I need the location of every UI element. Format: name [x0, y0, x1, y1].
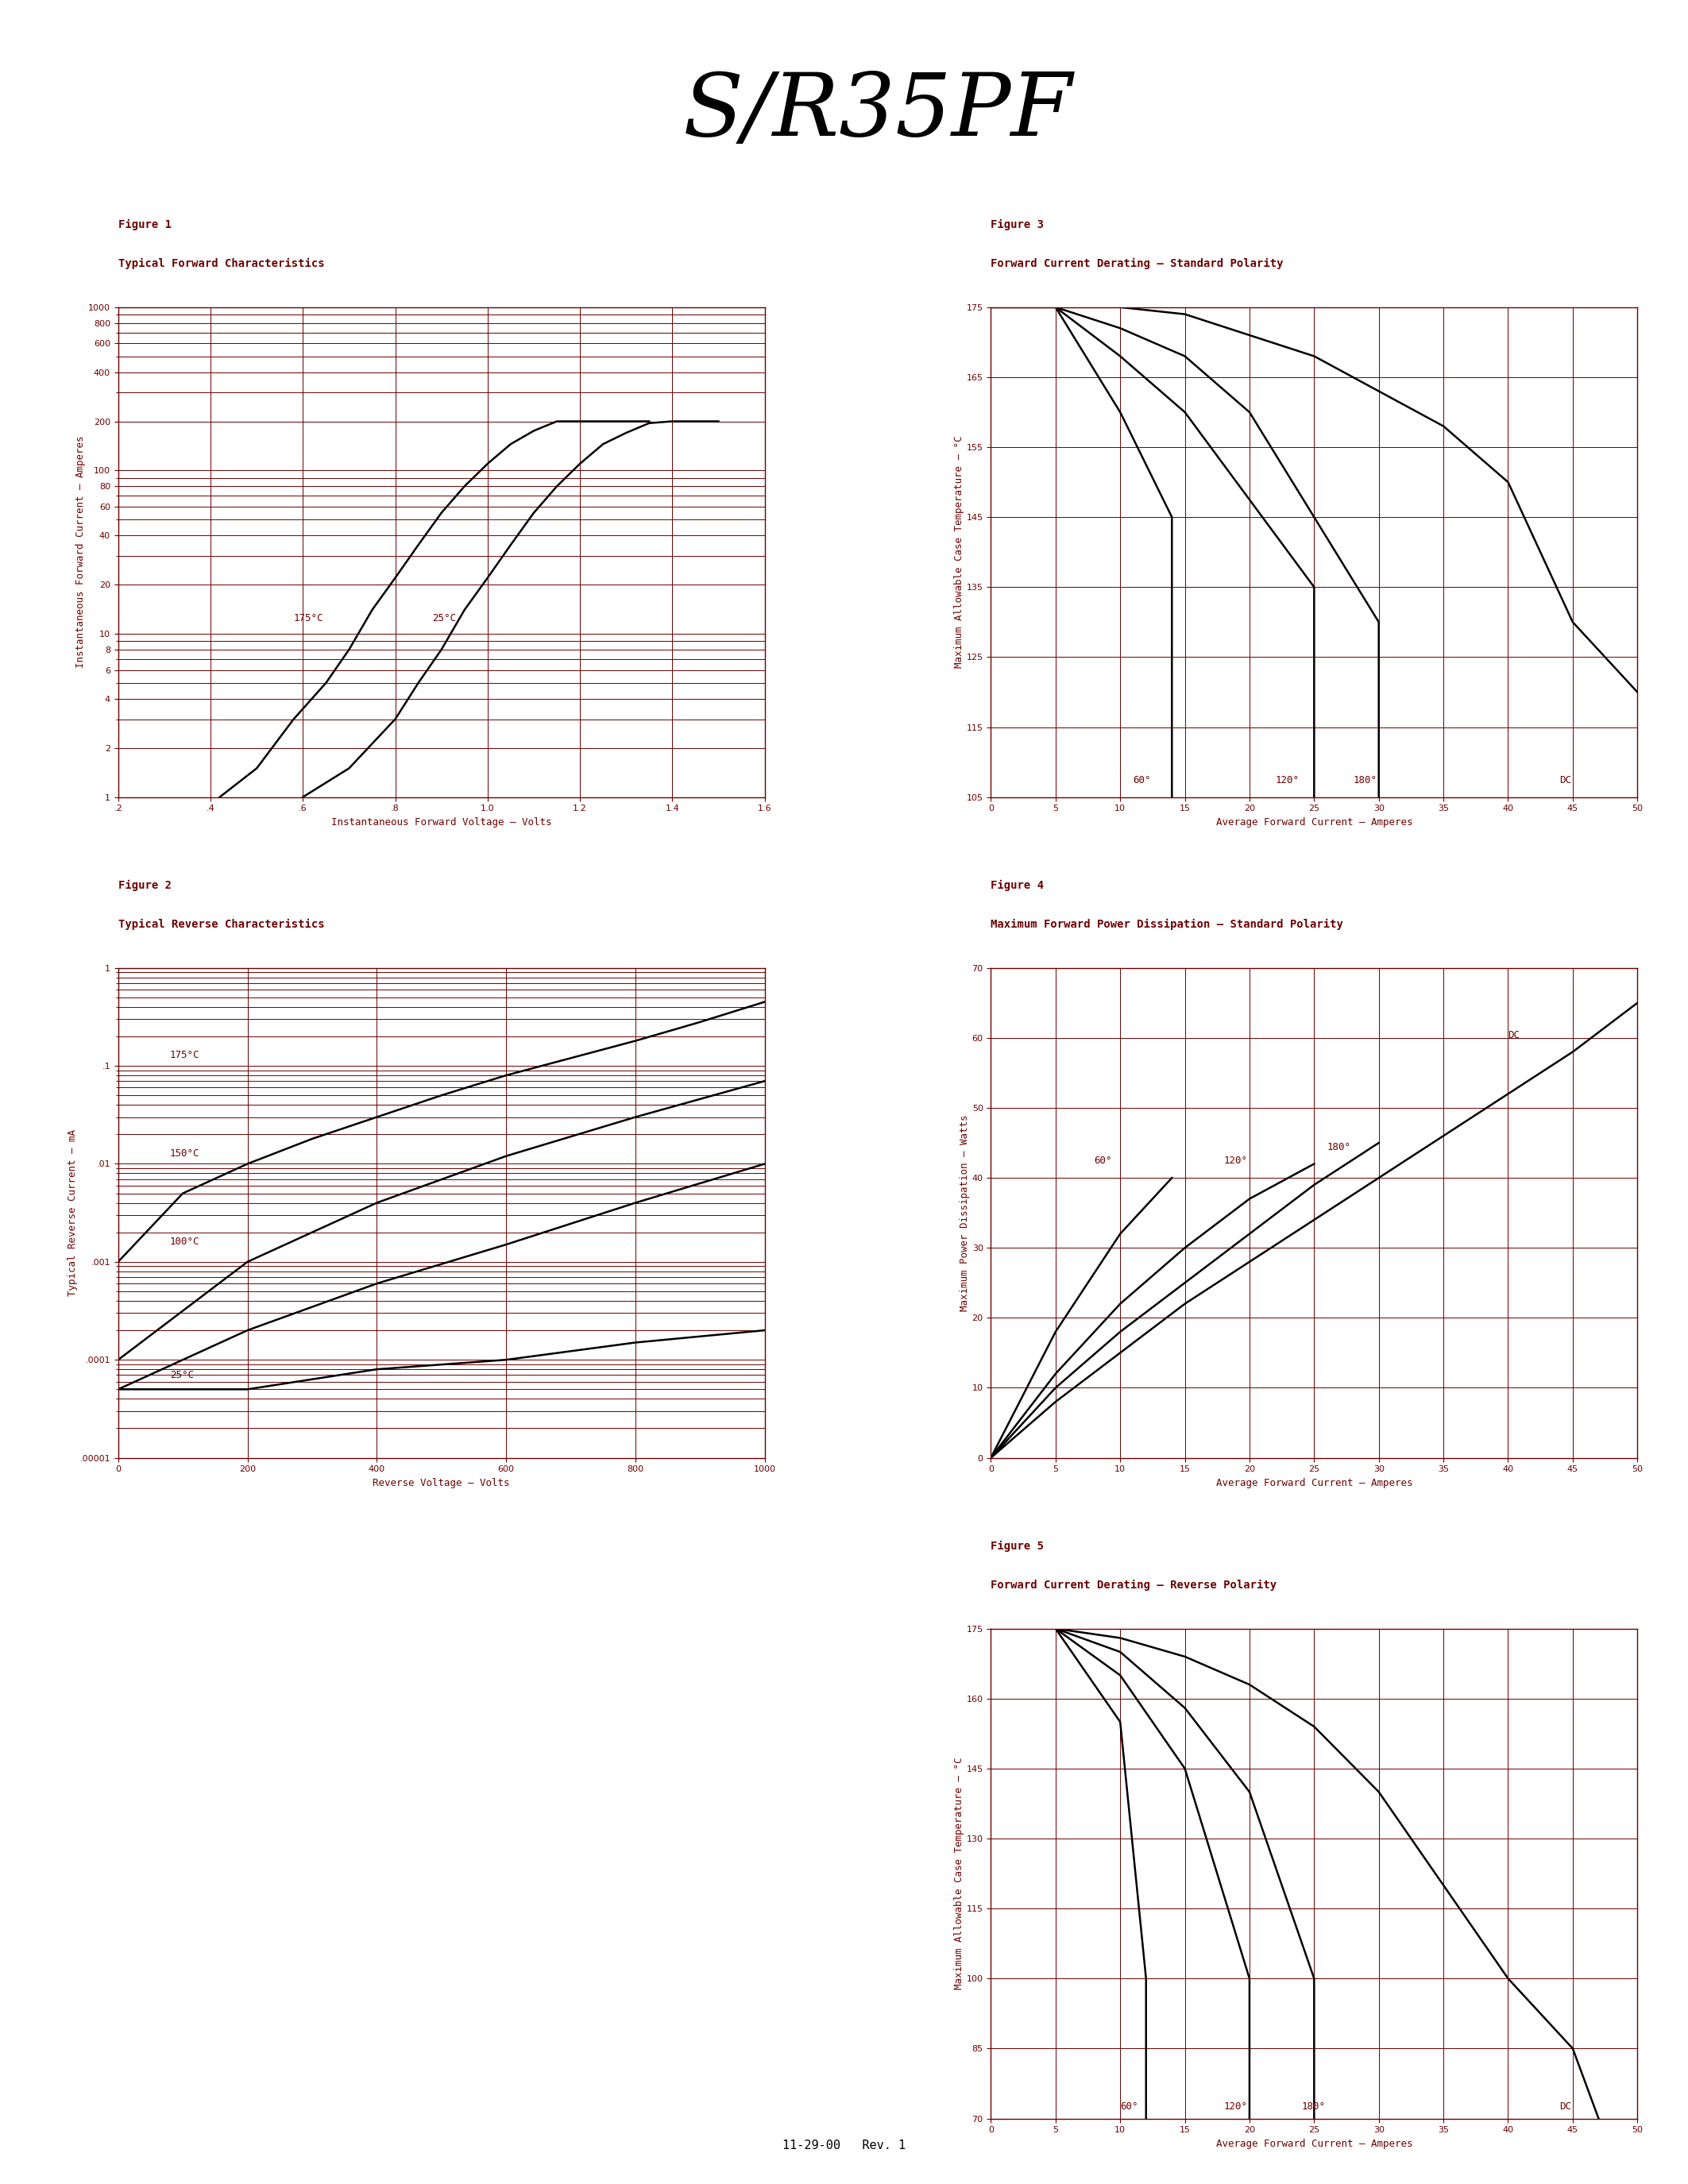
Text: Typical Forward Characteristics: Typical Forward Characteristics [118, 258, 324, 269]
Text: 120°: 120° [1224, 1155, 1247, 1166]
Text: 180°: 180° [1352, 775, 1377, 786]
X-axis label: Average Forward Current — Amperes: Average Forward Current — Amperes [1215, 817, 1413, 828]
Text: DC: DC [1560, 775, 1572, 786]
Text: 175°C: 175°C [170, 1051, 199, 1061]
Text: Forward Current Derating — Standard Polarity: Forward Current Derating — Standard Pola… [991, 258, 1283, 269]
Text: 120°: 120° [1224, 2101, 1247, 2112]
Text: Figure 3: Figure 3 [991, 218, 1045, 229]
Text: 150°C: 150°C [170, 1149, 199, 1158]
Text: 180°: 180° [1327, 1142, 1350, 1153]
X-axis label: Reverse Voltage — Volts: Reverse Voltage — Volts [373, 1479, 510, 1487]
Text: 180°: 180° [1301, 2101, 1325, 2112]
Text: 175°C: 175°C [294, 614, 324, 622]
Y-axis label: Typical Reverse Current — mA: Typical Reverse Current — mA [68, 1129, 78, 1297]
X-axis label: Instantaneous Forward Voltage — Volts: Instantaneous Forward Voltage — Volts [331, 817, 552, 828]
Text: 11-29-00   Rev. 1: 11-29-00 Rev. 1 [783, 2140, 905, 2151]
Text: 60°: 60° [1133, 775, 1151, 786]
Text: 120°: 120° [1276, 775, 1300, 786]
Text: Forward Current Derating — Reverse Polarity: Forward Current Derating — Reverse Polar… [991, 1579, 1276, 1590]
Y-axis label: Maximum Allowable Case Temperature — °C: Maximum Allowable Case Temperature — °C [954, 437, 964, 668]
Y-axis label: Maximum Power Dissipation — Watts: Maximum Power Dissipation — Watts [959, 1114, 969, 1310]
Text: DC: DC [1560, 2101, 1572, 2112]
Y-axis label: Maximum Allowable Case Temperature — °C: Maximum Allowable Case Temperature — °C [954, 1758, 964, 1990]
Text: 100°C: 100°C [170, 1236, 199, 1247]
Text: 60°: 60° [1094, 1155, 1112, 1166]
Text: S/R35PF: S/R35PF [684, 70, 1072, 155]
Y-axis label: Instantaneous Forward Current — Amperes: Instantaneous Forward Current — Amperes [76, 437, 86, 668]
Text: 25°C: 25°C [432, 614, 456, 622]
Text: Maximum Forward Power Dissipation — Standard Polarity: Maximum Forward Power Dissipation — Stan… [991, 919, 1344, 930]
Text: Figure 4: Figure 4 [991, 880, 1045, 891]
Text: Figure 1: Figure 1 [118, 218, 172, 229]
Text: DC: DC [1507, 1031, 1519, 1040]
Text: 60°: 60° [1121, 2101, 1138, 2112]
X-axis label: Average Forward Current — Amperes: Average Forward Current — Amperes [1215, 1479, 1413, 1487]
X-axis label: Average Forward Current — Amperes: Average Forward Current — Amperes [1215, 2138, 1413, 2149]
Text: Figure 2: Figure 2 [118, 880, 172, 891]
Text: Figure 5: Figure 5 [991, 1540, 1045, 1551]
Text: Typical Reverse Characteristics: Typical Reverse Characteristics [118, 919, 324, 930]
Text: 25°C: 25°C [170, 1369, 194, 1380]
